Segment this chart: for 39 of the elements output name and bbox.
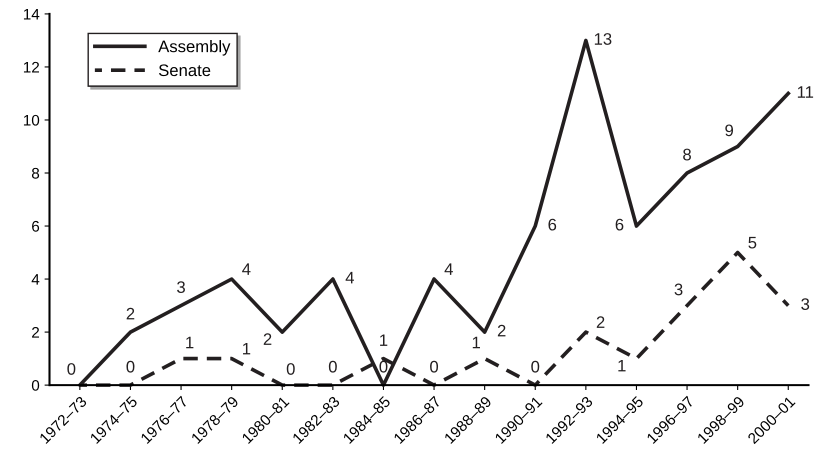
data-label: 2 [498, 324, 506, 336]
data-label: 11 [798, 86, 814, 98]
data-label: 13 [594, 33, 612, 45]
data-label: 1 [186, 336, 194, 348]
y-tick-label: 14 [24, 8, 40, 20]
data-label: 1 [243, 342, 250, 354]
data-label: 2 [126, 308, 134, 320]
data-label: 3 [801, 298, 810, 310]
data-label: 0 [531, 360, 540, 373]
y-tick-label: 4 [32, 274, 40, 285]
data-label: 3 [674, 284, 682, 296]
data-label: 2 [596, 316, 604, 328]
data-label: 1 [380, 334, 388, 346]
data-label: 6 [548, 218, 556, 231]
legend-label: Assembly [158, 40, 230, 56]
data-label: 0 [286, 363, 295, 375]
data-label: 0 [126, 360, 134, 373]
y-tick-label: 8 [32, 168, 40, 179]
data-label: 0 [430, 360, 438, 373]
data-label: 4 [242, 263, 251, 275]
data-label: 3 [177, 281, 185, 294]
data-label: 1 [618, 360, 626, 372]
legend-label: Senate [158, 64, 210, 76]
y-tick-label: 6 [32, 220, 40, 232]
y-tick-label: 2 [32, 326, 40, 338]
y-tick-label: 10 [24, 114, 40, 126]
data-label: 0 [67, 363, 76, 375]
data-label: 0 [379, 360, 388, 373]
y-tick-label: 12 [24, 62, 40, 72]
data-label: 4 [346, 272, 354, 284]
y-tick-label: 0 [32, 380, 40, 391]
data-label: 2 [264, 333, 272, 345]
data-label: 0 [328, 360, 337, 373]
data-label: 5 [748, 236, 756, 249]
data-label: 1 [472, 336, 480, 348]
data-label: 8 [683, 148, 691, 160]
data-label: 9 [725, 124, 734, 136]
data-label: 6 [616, 218, 624, 231]
data-label: 4 [444, 263, 453, 275]
